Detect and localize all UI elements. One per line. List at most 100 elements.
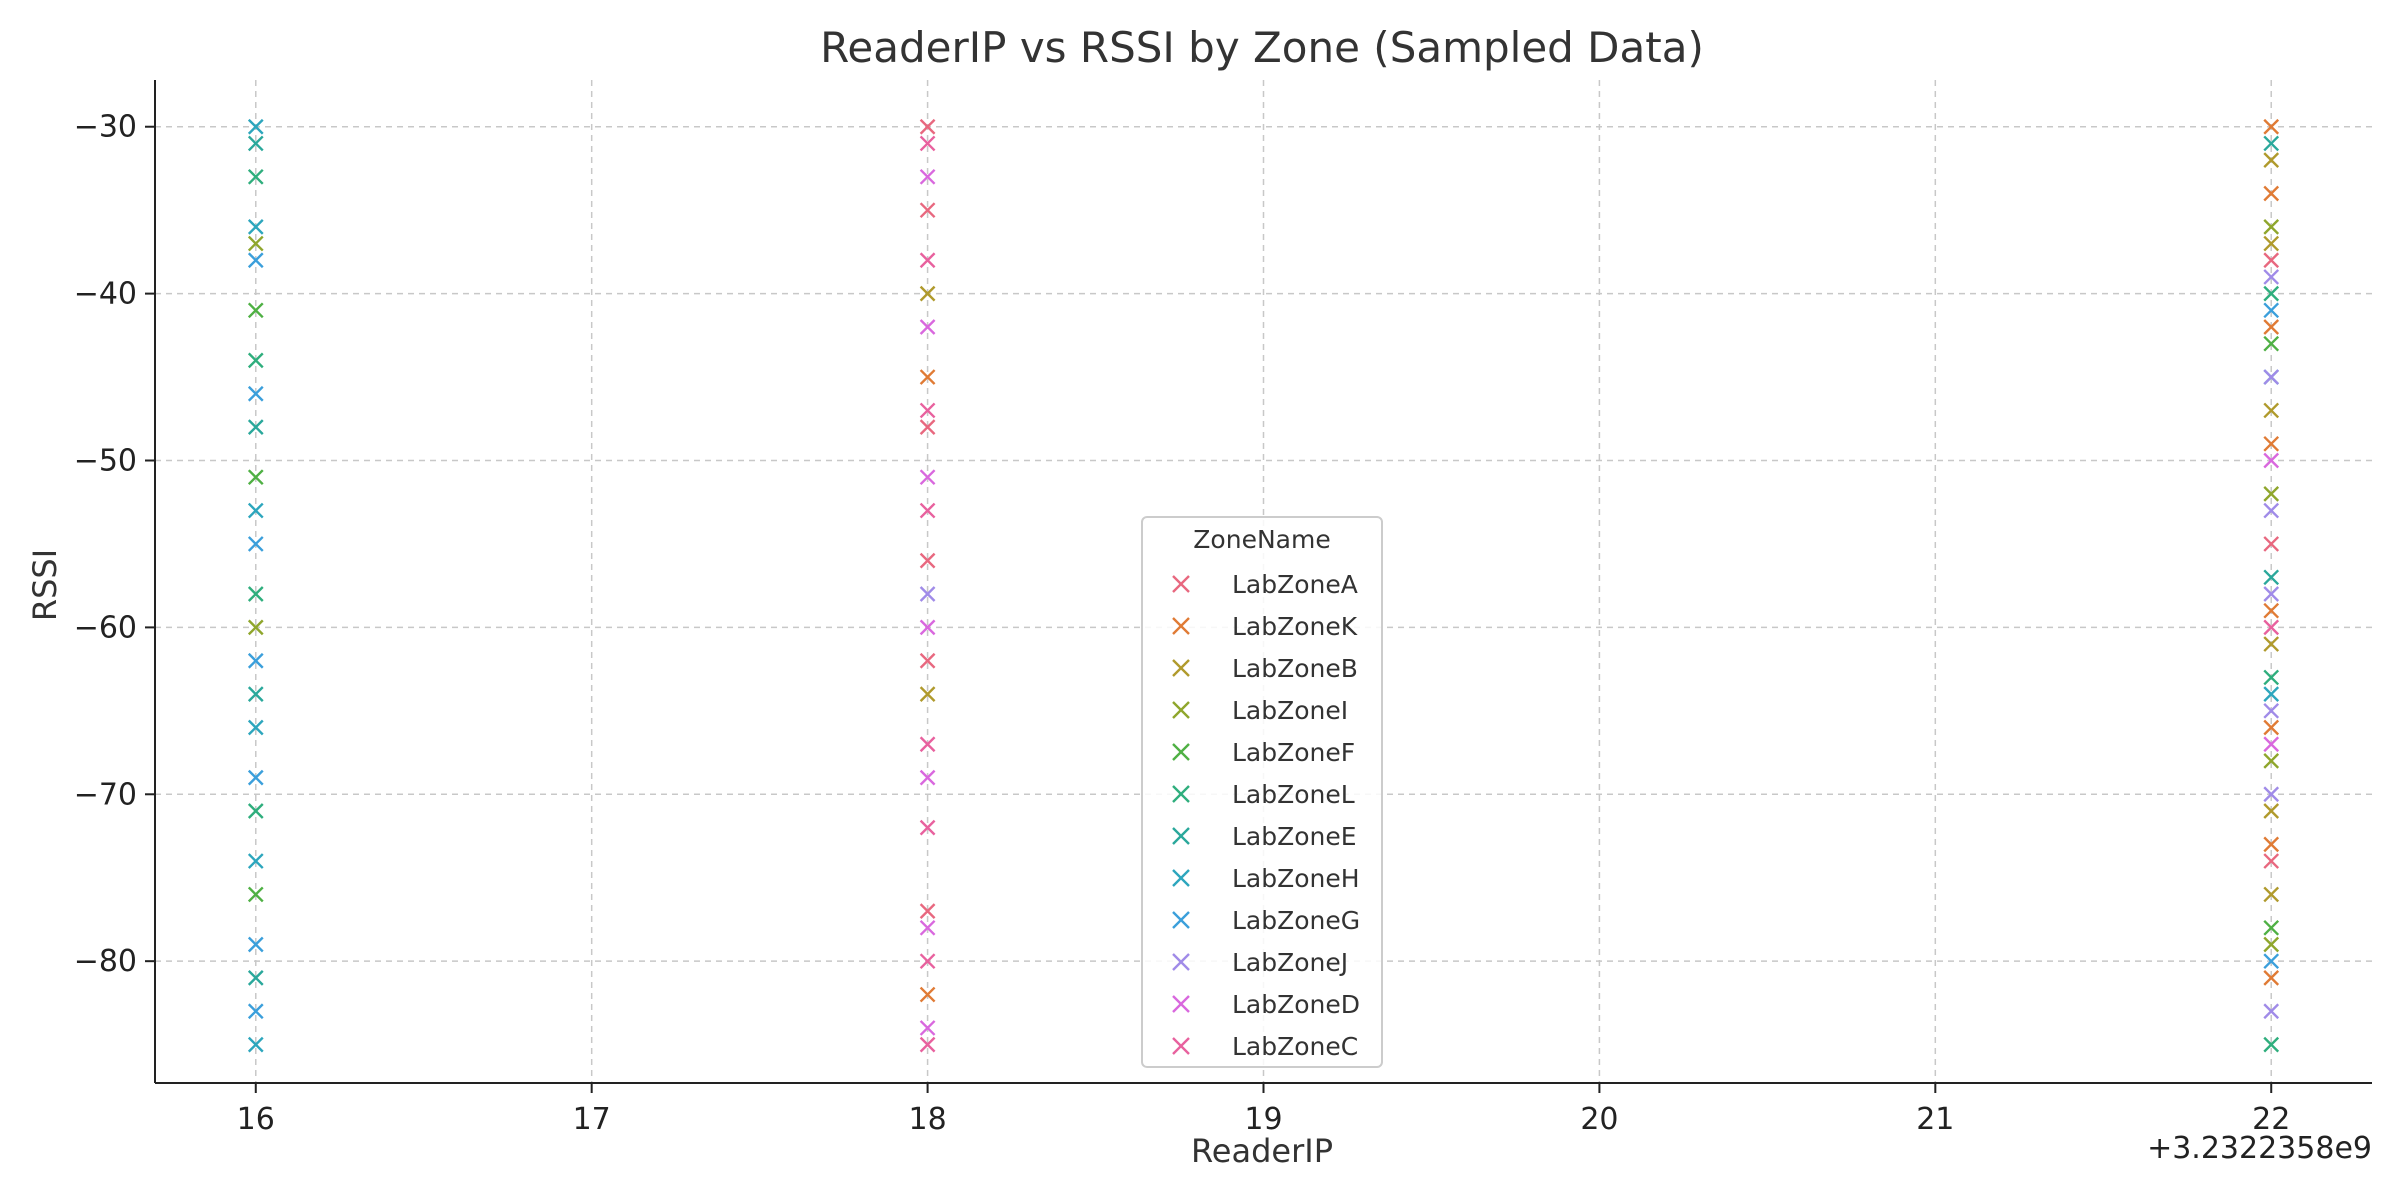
y-tick-label: −80: [74, 944, 137, 979]
legend-marker: [1172, 743, 1190, 761]
y-tick-label: −60: [74, 610, 137, 645]
y-tick-label: −70: [74, 777, 137, 812]
legend-marker: [1172, 785, 1190, 803]
legend-item: LabZoneH: [1172, 864, 1360, 893]
data-point-labzonej: [2263, 702, 2280, 719]
data-point-labzonee: [2263, 135, 2280, 152]
legend-marker: [1172, 995, 1190, 1013]
data-point-labzonej: [2263, 502, 2280, 519]
legend-item: LabZoneI: [1172, 696, 1348, 725]
gridlines: [155, 80, 2372, 1083]
x-tick-label: 16: [237, 1102, 275, 1137]
legend-item: LabZoneE: [1172, 822, 1357, 851]
data-point-labzoneg: [247, 652, 264, 669]
data-point-labzonek: [919, 986, 936, 1003]
data-point-labzoneh: [247, 118, 264, 135]
data-point-labzoneg: [247, 769, 264, 786]
data-point-labzonef: [2263, 335, 2280, 352]
data-point-labzonei: [247, 235, 264, 252]
data-point-labzoned: [919, 469, 936, 486]
legend-label: LabZoneC: [1232, 1032, 1358, 1061]
y-axis-label: RSSI: [26, 549, 64, 621]
data-point-labzoneb: [2263, 235, 2280, 252]
data-point-labzoneh: [2263, 686, 2280, 702]
x-tick-label: 19: [1244, 1102, 1282, 1137]
data-point-labzonek: [2263, 602, 2280, 619]
data-point-labzonef: [247, 469, 264, 486]
data-point-labzonec: [919, 252, 936, 269]
data-point-labzonec: [2263, 619, 2280, 636]
data-point-labzonei: [2263, 219, 2280, 235]
legend-item: LabZoneB: [1172, 654, 1358, 683]
data-point-labzoneg: [247, 385, 264, 402]
data-point-labzonec: [919, 135, 936, 152]
data-point-labzonel: [247, 586, 264, 602]
data-point-labzoneg: [247, 536, 264, 552]
legend-item: LabZoneD: [1172, 990, 1360, 1019]
y-tick-label: −40: [74, 277, 137, 312]
data-point-labzonec: [919, 1036, 936, 1053]
data-point-labzonei: [247, 619, 264, 636]
legend-item: LabZoneG: [1172, 906, 1360, 935]
data-point-labzoneh: [247, 219, 264, 235]
data-point-labzonea: [919, 202, 936, 219]
data-point-labzoneg: [2263, 953, 2280, 970]
x-axis-label: ReaderIP: [1191, 1132, 1333, 1170]
data-point-labzonek: [2263, 435, 2280, 452]
data-point-labzoneg: [247, 252, 264, 269]
data-point-labzonec: [919, 819, 936, 836]
data-point-labzoneh: [247, 719, 264, 736]
x-tick-label: 20: [1580, 1102, 1618, 1137]
axis-ticks: 16 17 18 19 20 21 22 −30 −40 −50 −60 −70 −80: [74, 110, 2291, 1137]
data-point-labzoned: [919, 919, 936, 936]
data-point-labzonek: [2263, 185, 2280, 202]
data-point-labzonea: [2263, 853, 2280, 869]
data-point-labzonee: [247, 686, 264, 702]
data-point-labzonel: [247, 352, 264, 369]
legend-item: LabZoneF: [1172, 738, 1355, 767]
legend-item: LabZoneK: [1172, 612, 1358, 641]
x-axis-offset-label: +3.2322358e9: [2147, 1131, 2372, 1166]
legend-marker: [1172, 869, 1190, 887]
data-point-labzoneb: [919, 285, 936, 302]
x-tick-label: 21: [1916, 1102, 1954, 1137]
data-point-labzonek: [919, 369, 936, 385]
data-point-labzonee: [247, 970, 264, 986]
legend-marker: [1172, 659, 1190, 677]
legend-label: LabZoneG: [1232, 906, 1360, 935]
data-point-labzoned: [919, 319, 936, 335]
data-point-labzonea: [919, 652, 936, 669]
data-point-labzonee: [2263, 569, 2280, 586]
data-point-labzonej: [2263, 586, 2280, 602]
data-point-labzonei: [2263, 753, 2280, 769]
legend: ZoneName LabZoneALabZoneKLabZoneBLabZone…: [1141, 516, 1383, 1068]
legend-label: LabZoneA: [1232, 570, 1358, 599]
legend-items: LabZoneA LabZoneK LabZoneB LabZoneI LabZoneF…: [1172, 570, 1360, 1061]
data-point-labzoned: [919, 619, 936, 636]
data-point-labzonee: [247, 419, 264, 435]
data-point-labzonej: [2263, 786, 2280, 803]
legend-label: LabZoneI: [1232, 696, 1348, 725]
data-point-labzonef: [247, 886, 264, 903]
data-point-labzoneb: [2263, 402, 2280, 419]
data-point-labzonea: [919, 118, 936, 135]
data-point-labzonek: [2263, 118, 2280, 135]
legend-label: LabZoneF: [1232, 738, 1355, 767]
legend-label: LabZoneE: [1232, 822, 1357, 851]
legend-label: LabZoneJ: [1232, 948, 1348, 977]
legend-marker: [1172, 1037, 1190, 1055]
legend-title: ZoneName: [1193, 525, 1330, 554]
legend-item: LabZoneC: [1172, 1032, 1358, 1061]
data-point-labzonea: [2263, 536, 2280, 552]
x-tick-label: 17: [573, 1102, 611, 1137]
data-point-labzonea: [2263, 252, 2280, 269]
data-point-labzonea: [919, 552, 936, 569]
data-point-labzonec: [919, 736, 936, 753]
data-point-labzonek: [2263, 719, 2280, 736]
data-point-labzonej: [2263, 369, 2280, 385]
data-point-labzoned: [2263, 736, 2280, 753]
legend-label: LabZoneH: [1232, 864, 1360, 893]
data-point-labzonel: [247, 803, 264, 819]
data-point-labzonea: [919, 903, 936, 919]
